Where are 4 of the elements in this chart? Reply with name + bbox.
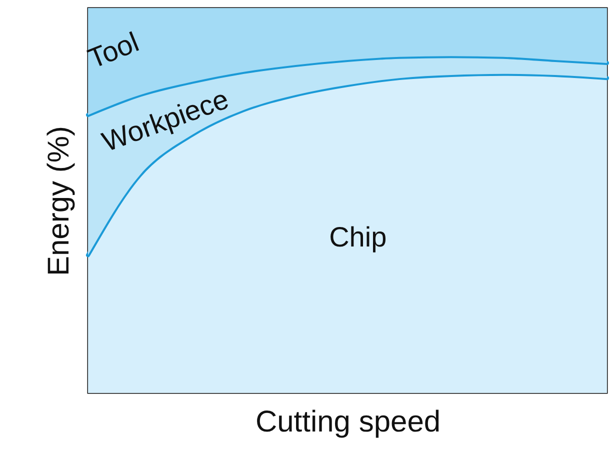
y-axis-title: Energy (%) — [42, 126, 76, 276]
x-axis-title: Cutting speed — [255, 406, 441, 438]
series-label: Tool — [84, 26, 144, 74]
series-label: Chip — [329, 221, 387, 252]
